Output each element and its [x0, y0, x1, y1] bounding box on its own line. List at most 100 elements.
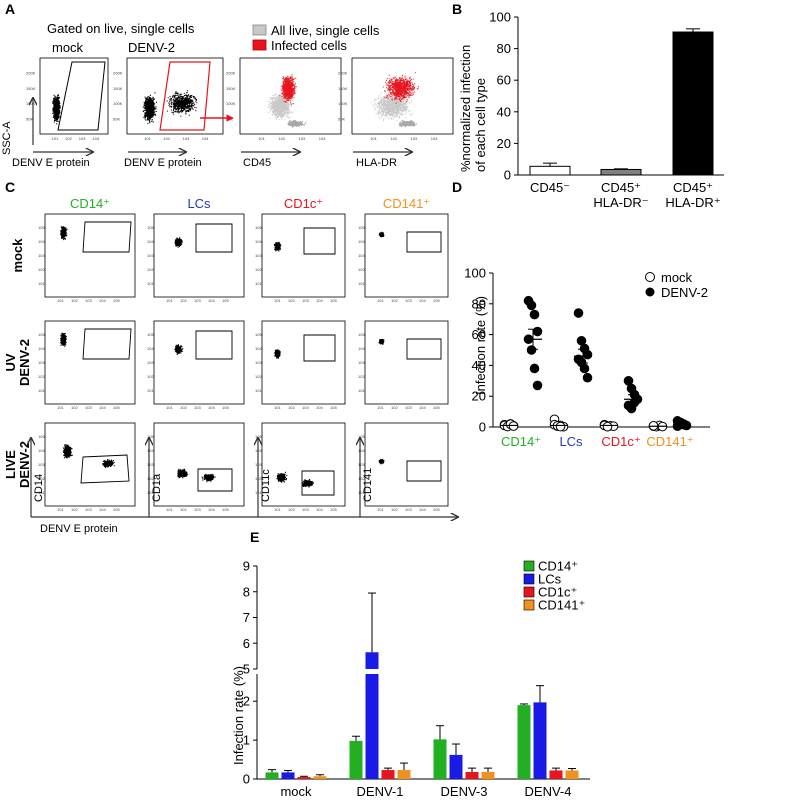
tick-label: 105 [433, 507, 440, 512]
panel-d-legend-label-mock: mock [661, 270, 693, 285]
tick-label: 105 [38, 225, 45, 230]
category-label: CD1c⁺ [601, 434, 640, 449]
flow-plot-frame [364, 422, 449, 507]
tick-label: 105 [255, 332, 262, 337]
tick-label: 101 [166, 507, 173, 512]
tick-label: 200K [338, 71, 348, 76]
panel-d-y-label: Infection rate (%) [473, 296, 488, 395]
bar [365, 652, 379, 669]
y-tick-label: 9 [243, 559, 250, 574]
tick-label: 101 [358, 388, 365, 393]
column-title: LCs [187, 196, 211, 211]
panel-a-x-label-1: DENV E protein [12, 157, 90, 169]
bar [397, 770, 411, 779]
panel-c-y-axes: CD14 CD1a CD11c CD141 [31, 438, 374, 517]
tick-label: 150K [26, 86, 36, 91]
tick-label: 102 [180, 298, 187, 303]
row-label: mock [10, 238, 25, 273]
bar [529, 165, 571, 176]
point-denv2 [529, 363, 540, 374]
tick-label: 103 [38, 360, 45, 365]
tick-label: 104 [208, 298, 215, 303]
tick-label: 102 [358, 267, 365, 272]
y-axis-label: CD11c [260, 469, 272, 502]
scatter-dots-denv2 [142, 92, 157, 124]
category-label: HLA-DR⁻ [593, 195, 648, 210]
tick-label: 101 [57, 298, 64, 303]
scatter-dots [274, 349, 281, 359]
scatter-dots-all-cells [287, 119, 307, 128]
row-label: LIVE [3, 450, 18, 479]
tick-label: 102 [38, 267, 45, 272]
panel-d-legend-label-denv2: DENV-2 [661, 285, 708, 300]
tick-label: 101 [377, 507, 384, 512]
panel-e-bars [265, 592, 579, 779]
point-denv2 [573, 308, 584, 318]
bar [481, 772, 495, 779]
panel-d-legend-marker-denv2 [645, 287, 655, 297]
tick-label: 105 [222, 507, 229, 512]
column-title: CD1c⁺ [284, 196, 323, 211]
gate-outline [406, 460, 442, 482]
category-label: LCs [559, 434, 583, 449]
gate-outline [195, 223, 233, 253]
bar [449, 754, 463, 779]
tick-label: 103 [358, 253, 365, 258]
tick-label: 101 [255, 281, 262, 286]
panel-a-header: Gated on live, single cells [47, 21, 195, 36]
tick-label: 103 [255, 253, 262, 258]
legend-swatch-infected [252, 39, 267, 51]
tick-label: 104 [255, 239, 262, 244]
tick-label: 104 [358, 448, 365, 453]
bar [297, 777, 311, 779]
tick-label: 105 [330, 405, 337, 410]
category-label: mock [280, 784, 312, 799]
tick-label: 103 [411, 136, 418, 141]
y-tick-label: 0 [243, 772, 250, 787]
tick-label: 101 [377, 298, 384, 303]
tick-label: 102 [147, 374, 154, 379]
gate-outline [303, 334, 336, 362]
tick-label: 105 [222, 405, 229, 410]
tick-label: 101 [255, 490, 262, 495]
tick-label: 104 [431, 136, 438, 141]
y-tick-label: 100 [464, 266, 486, 281]
point-denv2 [526, 345, 537, 355]
tick-label: 102 [255, 476, 262, 481]
scatter-dots [59, 226, 68, 241]
tick-label: 104 [255, 448, 262, 453]
tick-label: 105 [147, 434, 154, 439]
tick-label: 103 [405, 507, 412, 512]
tick-label: 50K [338, 116, 345, 121]
column-title: CD14⁺ [70, 196, 110, 211]
tick-label: 104 [99, 405, 106, 410]
tick-label: 102 [288, 405, 295, 410]
tick-label: 50K [26, 116, 33, 121]
legend-swatch-all-cells [252, 24, 267, 36]
tick-label: 104 [208, 507, 215, 512]
tick-label: 103 [79, 136, 86, 141]
tick-label: 105 [358, 332, 365, 337]
tick-label: 103 [302, 298, 309, 303]
bar [433, 739, 447, 779]
y-tick-label: 0 [504, 168, 511, 183]
tick-label: 103 [358, 360, 365, 365]
flow-plot-frame [364, 320, 449, 405]
tick-label: 104 [202, 136, 209, 141]
tick-label: 102 [278, 136, 285, 141]
tick-label: 50K [226, 116, 233, 121]
panel-e-axis: 0 1 2 5 6 7 8 9 [243, 559, 590, 787]
tick-label: 105 [113, 405, 120, 410]
gate-outline [406, 338, 442, 360]
tick-label: 102 [65, 136, 72, 141]
tick-label: 104 [419, 298, 426, 303]
tick-label: 104 [208, 405, 215, 410]
tick-label: 100K [226, 101, 236, 106]
panel-a-gate-denv2 [159, 61, 211, 131]
tick-label: 105 [433, 298, 440, 303]
scatter-dots-all-cells [267, 92, 294, 121]
tick-label: 101 [57, 507, 64, 512]
tick-label: 104 [147, 448, 154, 453]
tick-label: 200K [226, 71, 236, 76]
